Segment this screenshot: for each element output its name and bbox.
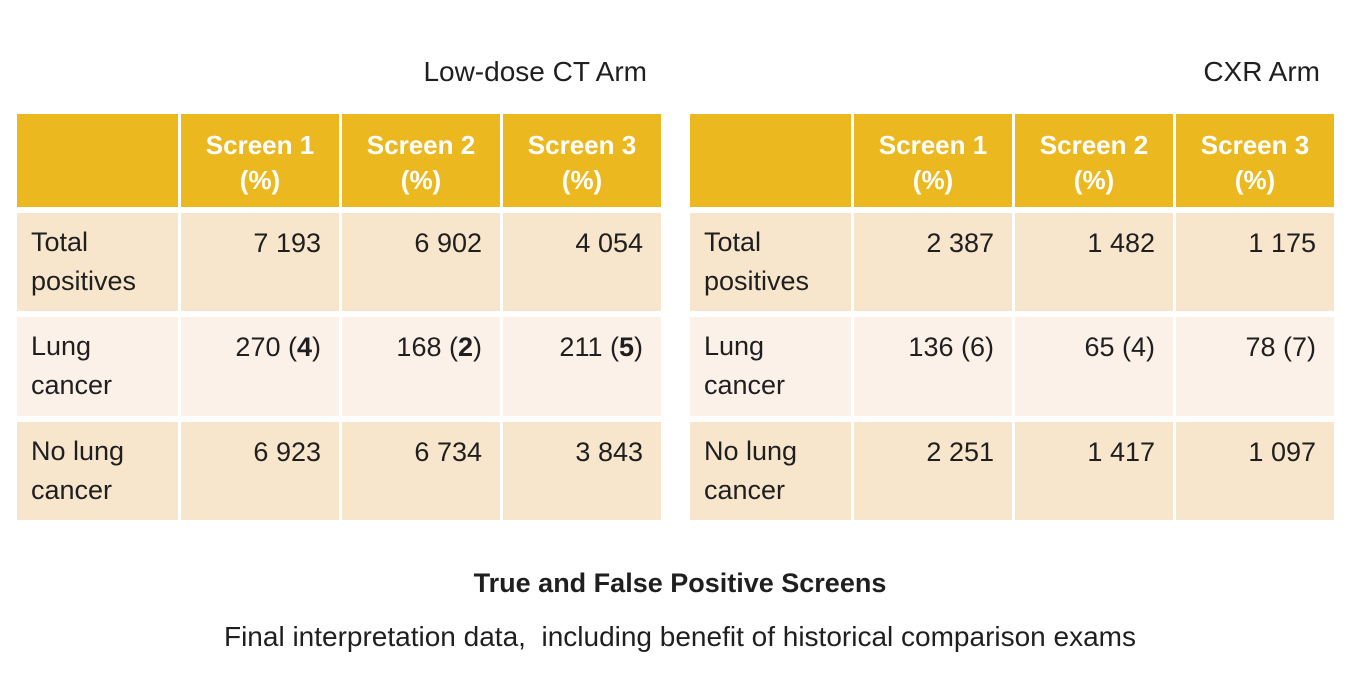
- value-cell: 6 734: [342, 421, 500, 520]
- column-header: Screen 3 (%): [503, 114, 661, 207]
- column-header: Screen 2 (%): [342, 114, 500, 207]
- row-label-cell: Total positives: [17, 213, 178, 312]
- value-cell: 7 193: [181, 213, 339, 312]
- row-label-cell: No lung cancer: [17, 421, 178, 520]
- table-row: No lung cancer 2 251 1 417 1 097: [690, 421, 1334, 520]
- paren-value: 5: [618, 332, 634, 363]
- value-cell: 65 (4): [1015, 317, 1173, 416]
- column-header: Screen 3 (%): [1176, 114, 1334, 207]
- value-cell: 211 (5): [503, 317, 661, 416]
- paren-value: 6: [969, 332, 985, 363]
- value-cell: 6 923: [181, 421, 339, 520]
- table-row: No lung cancer 6 923 6 734 3 843: [17, 421, 661, 520]
- value-cell: 2 251: [854, 421, 1012, 520]
- row-label-cell: Lung cancer: [690, 317, 851, 416]
- ct-arm-section: Low-dose CT Arm Screen 1 (%) Screen 2 (%) Sc…: [14, 52, 663, 526]
- corner-cell: [690, 114, 851, 207]
- column-header: Screen 1 (%): [854, 114, 1012, 207]
- value-cell: 2 387: [854, 213, 1012, 312]
- value-cell: 136 (6): [854, 317, 1012, 416]
- cxr-arm-table: Screen 1 (%) Screen 2 (%) Screen 3 (%) Total …: [687, 108, 1337, 526]
- column-header: Screen 1 (%): [181, 114, 339, 207]
- value-cell: 168 (2): [342, 317, 500, 416]
- ct-arm-table: Screen 1 (%) Screen 2 (%) Screen 3 (%) Total …: [14, 108, 664, 526]
- value-cell: 78 (7): [1176, 317, 1334, 416]
- table-row: Lung cancer 136 (6) 65 (4) 78 (7): [690, 317, 1334, 416]
- paren-value: 4: [296, 332, 312, 363]
- corner-cell: [17, 114, 178, 207]
- row-label-cell: Lung cancer: [17, 317, 178, 416]
- value-cell: 3 843: [503, 421, 661, 520]
- value-cell: 1 417: [1015, 421, 1173, 520]
- caption-title: True and False Positive Screens: [473, 567, 887, 598]
- table-row: Lung cancer 270 (4) 168 (2) 211 (5): [17, 317, 661, 416]
- table-row: Total positives 2 387 1 482 1 175: [690, 213, 1334, 312]
- tables-row: Low-dose CT Arm Screen 1 (%) Screen 2 (%) Sc…: [0, 52, 1360, 526]
- header-row: Screen 1 (%) Screen 2 (%) Screen 3 (%): [690, 114, 1334, 207]
- row-label-cell: Total positives: [690, 213, 851, 312]
- ct-arm-title: Low-dose CT Arm: [423, 56, 647, 87]
- column-header: Screen 2 (%): [1015, 114, 1173, 207]
- value-cell: 1 175: [1176, 213, 1334, 312]
- value-cell: 270 (4): [181, 317, 339, 416]
- paren-value: 7: [1291, 332, 1307, 363]
- value-cell: 4 054: [503, 213, 661, 312]
- table-row: Total positives 7 193 6 902 4 054: [17, 213, 661, 312]
- cxr-arm-title: CXR Arm: [1203, 56, 1320, 87]
- value-cell: 1 097: [1176, 421, 1334, 520]
- row-label-cell: No lung cancer: [690, 421, 851, 520]
- caption-subtitle: Final interpretation data, including ben…: [223, 620, 1137, 652]
- value-cell: 6 902: [342, 213, 500, 312]
- paren-value: 4: [1130, 332, 1146, 363]
- cxr-arm-section: CXR Arm Screen 1 (%) Screen 2 (%) Screen 3 (%…: [687, 52, 1336, 526]
- paren-value: 2: [457, 332, 473, 363]
- header-row: Screen 1 (%) Screen 2 (%) Screen 3 (%): [17, 114, 661, 207]
- value-cell: 1 482: [1015, 213, 1173, 312]
